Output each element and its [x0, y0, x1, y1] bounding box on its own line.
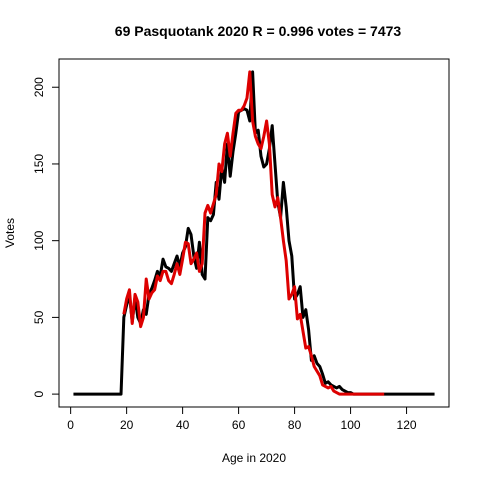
x-tick-label: 60: [232, 418, 246, 432]
x-tick-label: 120: [397, 418, 417, 432]
y-tick-label: 50: [32, 310, 46, 324]
y-axis-label: Votes: [3, 218, 17, 248]
plot-frame: [58, 58, 450, 408]
x-tick-label: 20: [120, 418, 134, 432]
y-tick-label: 150: [32, 154, 46, 174]
x-tick-label: 0: [67, 418, 74, 432]
series-layer: [73, 70, 435, 396]
series-line-red: [122, 70, 385, 396]
x-tick-label: 100: [341, 418, 361, 432]
x-tick-label: 80: [288, 418, 302, 432]
axes: 0 20 40 60 80 100 120 0 50 100 150 200: [32, 77, 417, 432]
x-tick-label: 40: [176, 418, 190, 432]
x-axis-label: Age in 2020: [222, 451, 286, 465]
y-tick-label: 100: [32, 230, 46, 250]
y-tick-label: 200: [32, 77, 46, 97]
y-tick-label: 0: [32, 390, 46, 397]
chart-title: 69 Pasquotank 2020 R = 0.996 votes = 747…: [115, 23, 402, 39]
